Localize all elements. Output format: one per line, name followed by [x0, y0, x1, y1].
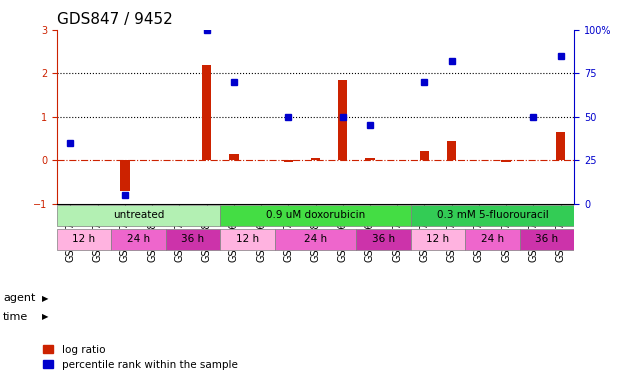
Bar — [57, 205, 220, 226]
Bar — [411, 205, 574, 226]
Text: ▶: ▶ — [42, 294, 49, 303]
Text: 12 h: 12 h — [236, 234, 259, 244]
Bar — [357, 229, 411, 250]
Bar — [283, 160, 293, 162]
Bar — [465, 229, 520, 250]
Bar — [310, 158, 321, 160]
Bar — [274, 229, 357, 250]
Text: 36 h: 36 h — [372, 234, 395, 244]
Text: agent: agent — [3, 293, 35, 303]
Text: 0.9 uM doxorubicin: 0.9 uM doxorubicin — [266, 210, 365, 220]
Bar — [338, 80, 348, 160]
Text: 0.3 mM 5-fluorouracil: 0.3 mM 5-fluorouracil — [437, 210, 548, 220]
Bar — [420, 152, 429, 160]
Bar — [220, 205, 411, 226]
Text: ▶: ▶ — [42, 312, 49, 321]
Bar — [520, 229, 574, 250]
Text: 24 h: 24 h — [127, 234, 150, 244]
Bar — [229, 154, 239, 160]
Text: 36 h: 36 h — [536, 234, 558, 244]
Bar — [202, 65, 211, 160]
Bar — [556, 132, 565, 160]
Text: 12 h: 12 h — [427, 234, 450, 244]
Legend: log ratio, percentile rank within the sample: log ratio, percentile rank within the sa… — [43, 345, 238, 370]
Bar — [502, 160, 511, 162]
Text: GDS847 / 9452: GDS847 / 9452 — [57, 12, 172, 27]
Bar — [57, 229, 111, 250]
Bar — [220, 229, 274, 250]
Bar — [111, 229, 166, 250]
Bar — [166, 229, 220, 250]
Bar — [447, 141, 456, 160]
Bar — [365, 158, 375, 160]
Bar — [411, 229, 465, 250]
Text: 12 h: 12 h — [73, 234, 95, 244]
Text: untreated: untreated — [113, 210, 164, 220]
Text: 24 h: 24 h — [481, 234, 504, 244]
Text: 24 h: 24 h — [304, 234, 327, 244]
Text: 36 h: 36 h — [181, 234, 204, 244]
Bar — [120, 160, 129, 190]
Text: time: time — [3, 312, 28, 322]
